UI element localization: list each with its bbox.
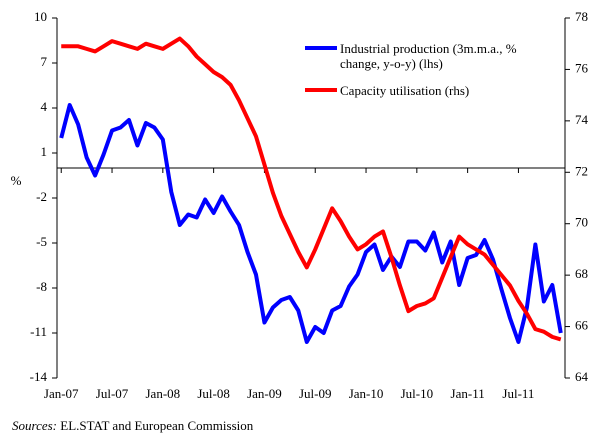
- x-tick-label: Jan-07: [44, 386, 79, 401]
- source-text: EL.STAT and European Commission: [60, 418, 254, 433]
- y-tick-label: -11: [30, 324, 47, 339]
- source-label: Sources:: [12, 418, 58, 433]
- data-line: [61, 36, 562, 342]
- x-tick-label: Jul-07: [96, 386, 129, 401]
- y-tick-label: 10: [34, 9, 47, 24]
- y2-tick-label: 70: [575, 215, 588, 230]
- y2-tick-label: 68: [575, 266, 588, 281]
- x-tick-label: Jul-09: [299, 386, 332, 401]
- x-tick-label: Jan-09: [247, 386, 282, 401]
- y2-tick-label: 74: [575, 112, 589, 127]
- y2-tick-label: 64: [575, 369, 589, 384]
- y2-tick-label: 76: [575, 60, 589, 75]
- x-tick-label: Jan-10: [349, 386, 384, 401]
- legend-entry: Industrial production (3m.m.a., % change…: [340, 41, 517, 71]
- y-axis-label: %: [11, 173, 22, 188]
- chart: % 10741-2-5-8-11-147876747270686664Jan-0…: [11, 9, 589, 401]
- y-tick-label: 1: [41, 144, 48, 159]
- y-tick-label: 7: [41, 54, 48, 69]
- x-tick-label: Jul-10: [401, 386, 434, 401]
- y2-tick-label: 66: [575, 318, 589, 333]
- x-tick-label: Jul-08: [197, 386, 230, 401]
- y2-tick-label: 78: [575, 9, 588, 24]
- y2-tick-label: 72: [575, 163, 588, 178]
- source-note: Sources: EL.STAT and European Commission: [12, 418, 253, 434]
- y-tick-label: 4: [41, 99, 48, 114]
- x-tick-label: Jan-11: [451, 386, 485, 401]
- y-tick-label: -14: [30, 369, 48, 384]
- y-tick-label: -2: [36, 189, 47, 204]
- legend-entry: Capacity utilisation (rhs): [340, 83, 470, 98]
- x-tick-label: Jul-11: [502, 386, 534, 401]
- y-tick-label: -8: [36, 279, 47, 294]
- x-tick-label: Jan-08: [145, 386, 180, 401]
- data-line: [59, 103, 563, 344]
- y-tick-label: -5: [36, 234, 47, 249]
